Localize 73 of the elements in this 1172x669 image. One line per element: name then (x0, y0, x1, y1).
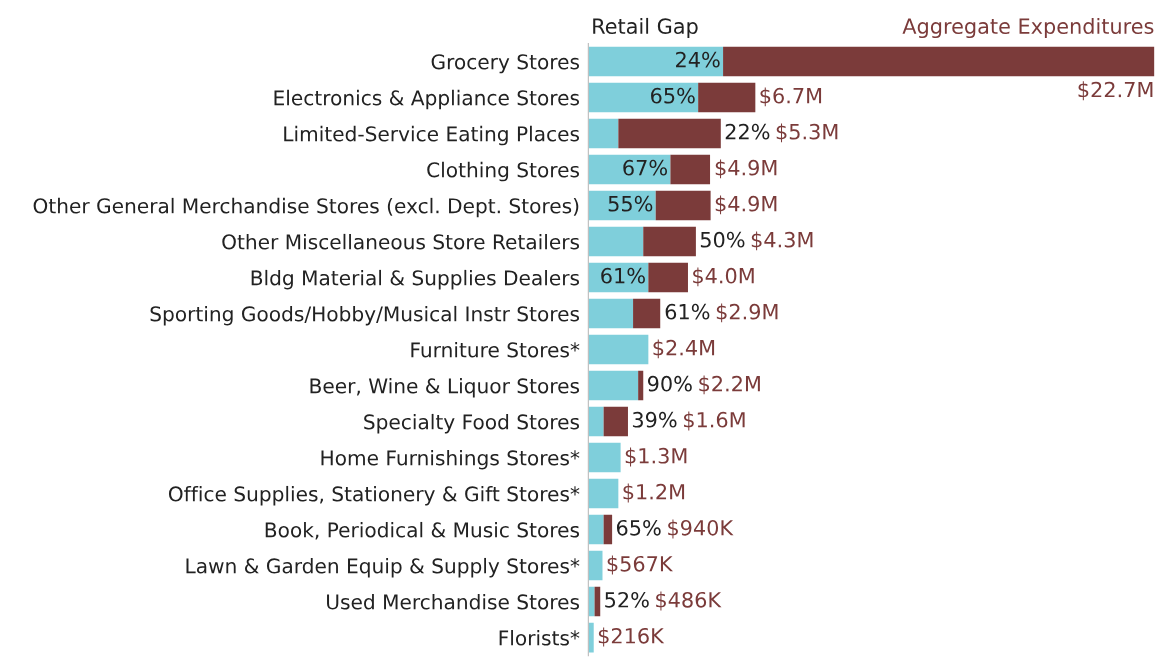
bar (633, 298, 661, 329)
annotation: $2.2M (699, 375, 760, 395)
annotation: 55% (608, 195, 653, 212)
y-tick-label: Florists* (499, 629, 580, 646)
bar (588, 586, 595, 617)
bar (603, 406, 628, 437)
bar (588, 82, 699, 113)
annotation: $5.3M (776, 123, 838, 143)
bar (643, 226, 696, 257)
y-tick-label: Bldg Material & Supplies Dealers (251, 269, 580, 290)
annotation: 22% (725, 123, 770, 140)
bar (588, 118, 619, 149)
annotation: $4.0M (693, 267, 754, 287)
bar (655, 190, 711, 221)
y-tick-label: Used Merchandise Stores (327, 593, 580, 610)
bar (670, 154, 711, 185)
y-tick-label: Specialty Food Stores (364, 413, 580, 434)
y-tick-label: Home Furnishings Stores* (321, 449, 580, 470)
series-label: Aggregate Expenditures (902, 17, 1154, 39)
annotation: $1.6M (684, 411, 745, 431)
bar (588, 46, 724, 77)
y-tick-label: Office Supplies, Stationery & Gift Stores* (168, 485, 580, 506)
y-tick-label: Furniture Stores* (411, 341, 580, 358)
annotation: $1.3M (625, 447, 687, 467)
annotation: $22.7M (1078, 81, 1153, 101)
annotation: $6.7M (760, 87, 822, 107)
annotation: $216K (598, 627, 665, 647)
annotation: 52% (605, 591, 649, 608)
bar (588, 478, 619, 509)
bar (648, 262, 688, 293)
bar (638, 370, 644, 401)
y-tick-label: Electronics & Appliance Stores (274, 89, 580, 110)
annotation: 39% (632, 411, 677, 428)
annotation: $2.9M (716, 303, 778, 323)
bar (698, 82, 756, 113)
y-tick-label: Beer, Wine & Liquor Stores (310, 377, 580, 398)
y-tick-label: Other General Merchandise Stores (excl. Dept. Stores) (33, 197, 579, 218)
y-tick-label: Grocery Stores (431, 54, 580, 74)
annotation: 65% (616, 519, 661, 536)
y-tick-label: Lawn & Garden Equip & Supply Stores* (186, 557, 580, 578)
bar (588, 226, 644, 257)
annotation: $567K (607, 555, 674, 575)
annotation: $486K (656, 591, 722, 611)
bar (588, 334, 649, 365)
bar (588, 406, 604, 437)
y-tick-label: Book, Periodical & Music Stores (265, 521, 580, 540)
y-tick-label: Limited-Service Eating Places (284, 125, 580, 146)
bar (588, 298, 634, 329)
annotation: 61% (665, 303, 710, 320)
bar (603, 514, 613, 545)
y-tick-label: Other Miscellaneous Store Retailers (222, 233, 580, 250)
annotation: 50% (700, 231, 745, 248)
annotation: $4.9M (715, 159, 777, 179)
annotation: 65% (651, 87, 695, 104)
bar (588, 442, 621, 473)
annotation: $2.4M (653, 339, 715, 359)
annotation: 61% (601, 267, 645, 284)
bar (588, 550, 603, 581)
annotation: 67% (623, 159, 668, 176)
y-tick-label: Clothing Stores (427, 161, 580, 182)
annotation: $1.2M (623, 483, 685, 503)
annotation: $4.3M (751, 231, 813, 251)
annotation: $4.9M (715, 195, 777, 215)
bar (588, 622, 594, 653)
bar (618, 118, 721, 149)
annotation: 90% (647, 375, 692, 392)
bar (588, 370, 639, 401)
annotation: 24% (676, 51, 720, 68)
bar (723, 46, 1155, 77)
series-label: Retail Gap (593, 17, 698, 39)
y-tick-label: Sporting Goods/Hobby/Musical Instr Stores (150, 305, 580, 326)
bar (588, 514, 604, 545)
annotation: $940K (668, 519, 734, 539)
